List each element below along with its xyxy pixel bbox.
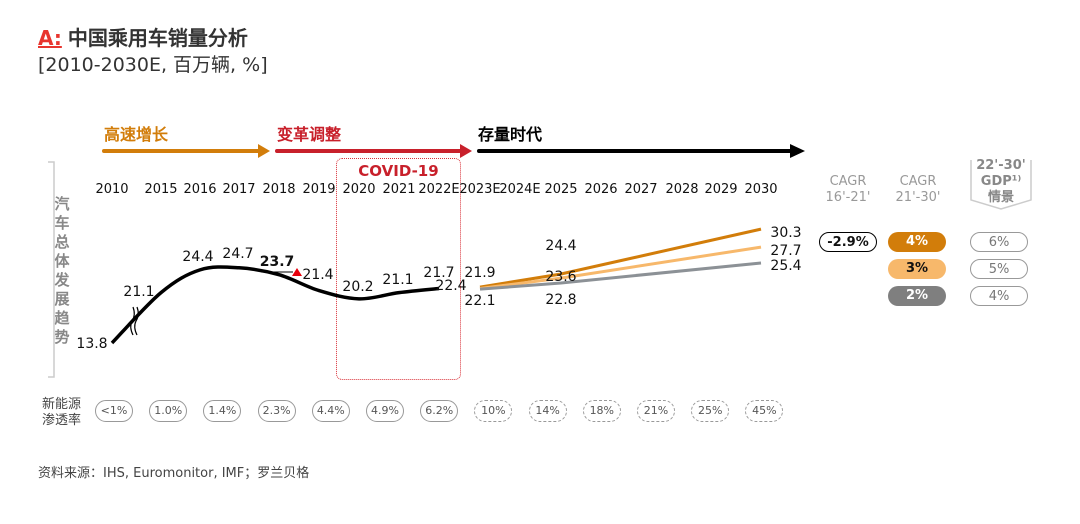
cagr-header-1: CAGR 16'-21' — [818, 174, 878, 206]
phase-arrow-growth-head — [258, 144, 270, 158]
phase-label-growth: 高速增长 — [104, 125, 169, 144]
phase-label-adjust: 变革调整 — [277, 125, 342, 144]
x-tick-label: 2027 — [624, 182, 658, 197]
x-tick-label: 2019 — [302, 182, 336, 197]
y-axis-bracket — [48, 161, 55, 378]
penetration-value: 4.4% — [311, 400, 350, 422]
data-label: 21.4 — [302, 267, 334, 283]
data-label: 27.7 — [770, 243, 802, 259]
data-label: 24.4 — [545, 238, 577, 254]
x-tick-label: 2018 — [262, 182, 296, 197]
x-tick-label: 2029 — [704, 182, 738, 197]
phase-arrows — [102, 144, 805, 158]
cagr-header-2-line2: 21'-30' — [895, 190, 941, 205]
gdp-scenario-value: 4% — [970, 286, 1028, 306]
title-text: 中国乘用车销量分析 — [67, 26, 248, 50]
data-label: 22.4 — [435, 278, 467, 294]
x-tick-label: 2022E — [418, 182, 460, 197]
covid-label: COVID-19 — [358, 162, 439, 180]
data-label: 22.8 — [545, 292, 577, 308]
data-label: 23.6 — [545, 269, 577, 285]
x-tick-label: 2021 — [382, 182, 416, 197]
penetration-value: 4.9% — [366, 400, 404, 422]
gdp-header-line1: 22'-30' — [976, 158, 1026, 173]
x-tick-label: 2024E — [499, 182, 541, 197]
x-tick-label: 2025 — [544, 182, 578, 197]
x-tick-label: 2015 — [144, 182, 178, 197]
penetration-label-line2: 渗透率 — [42, 413, 82, 428]
data-label: 20.2 — [342, 279, 374, 295]
x-tick-label: 2028 — [665, 182, 699, 197]
series-line-low — [479, 261, 762, 291]
penetration-value: 21% — [637, 400, 675, 422]
x-tick-label: 2017 — [222, 182, 256, 197]
cagr-21-30-value: 3% — [888, 259, 946, 279]
penetration-value: 45% — [745, 400, 784, 422]
data-label: 21.1 — [123, 284, 155, 300]
title-prefix: A: — [38, 26, 62, 50]
data-label: 30.3 — [770, 225, 802, 241]
penetration-value: 1.0% — [149, 400, 188, 422]
data-label: 21.7 — [423, 265, 455, 281]
penetration-value: 18% — [582, 400, 621, 422]
data-label: 13.8 — [76, 336, 108, 352]
data-label: 21.1 — [382, 272, 414, 288]
penetration-label-line1: 新能源 — [42, 397, 82, 412]
data-label: 21.9 — [464, 265, 496, 281]
axis-break-icon — [130, 306, 139, 336]
gdp-header-line2: GDP¹⁾ — [980, 174, 1022, 189]
phase-label-stock: 存量时代 — [478, 125, 543, 144]
chart-title: A: 中国乘用车销量分析 — [38, 22, 248, 51]
data-label: 24.7 — [222, 246, 254, 262]
gdp-header: 22'-30' GDP¹⁾ 情景 — [971, 158, 1031, 206]
cagr-header-2: CAGR 21'-30' — [888, 174, 948, 206]
data-label: 23.7 — [259, 254, 295, 270]
cagr-header-1-line2: 16'-21' — [825, 190, 871, 205]
data-label: 24.4 — [182, 249, 214, 265]
data-label: 25.4 — [770, 258, 802, 274]
covid-box — [336, 158, 461, 380]
x-tick-label: 2016 — [183, 182, 217, 197]
x-tick-label: 2010 — [95, 182, 129, 197]
cagr-16-21-value: -2.9% — [819, 232, 877, 252]
penetration-value: 1.4% — [203, 400, 242, 422]
phase-arrow-stock-head — [790, 144, 805, 158]
data-label: 22.1 — [464, 293, 496, 309]
x-tick-label: 2020 — [342, 182, 376, 197]
y-axis-label: 汽车总体发展趋势 — [54, 195, 70, 346]
x-tick-label: 2030 — [744, 182, 778, 197]
penetration-value: 10% — [474, 400, 513, 422]
x-tick-label: 2023E — [459, 182, 501, 197]
up-triangle-icon — [292, 268, 302, 276]
chart-subtitle: [2010-2030E, 百万辆, %] — [38, 54, 268, 76]
penetration-label: 新能源 渗透率 — [42, 397, 81, 429]
gdp-scenario-value: 5% — [970, 259, 1028, 279]
penetration-value: 14% — [528, 400, 567, 422]
cagr-header-2-line1: CAGR — [899, 174, 937, 189]
source-note: 资料来源：IHS, Euromonitor, IMF；罗兰贝格 — [38, 466, 310, 481]
penetration-value: 6.2% — [420, 400, 459, 422]
penetration-value: <1% — [95, 400, 133, 422]
penetration-value: 25% — [691, 400, 730, 422]
x-tick-label: 2026 — [584, 182, 618, 197]
cagr-21-30-value: 2% — [888, 286, 946, 306]
cagr-header-1-line1: CAGR — [829, 174, 867, 189]
gdp-scenario-value: 6% — [970, 232, 1028, 252]
cagr-21-30-value: 4% — [888, 232, 946, 252]
penetration-value: 2.3% — [257, 400, 296, 422]
gdp-header-chevron — [970, 160, 1032, 210]
phase-arrow-adjust-head — [460, 144, 472, 158]
gdp-header-line3: 情景 — [987, 190, 1014, 205]
